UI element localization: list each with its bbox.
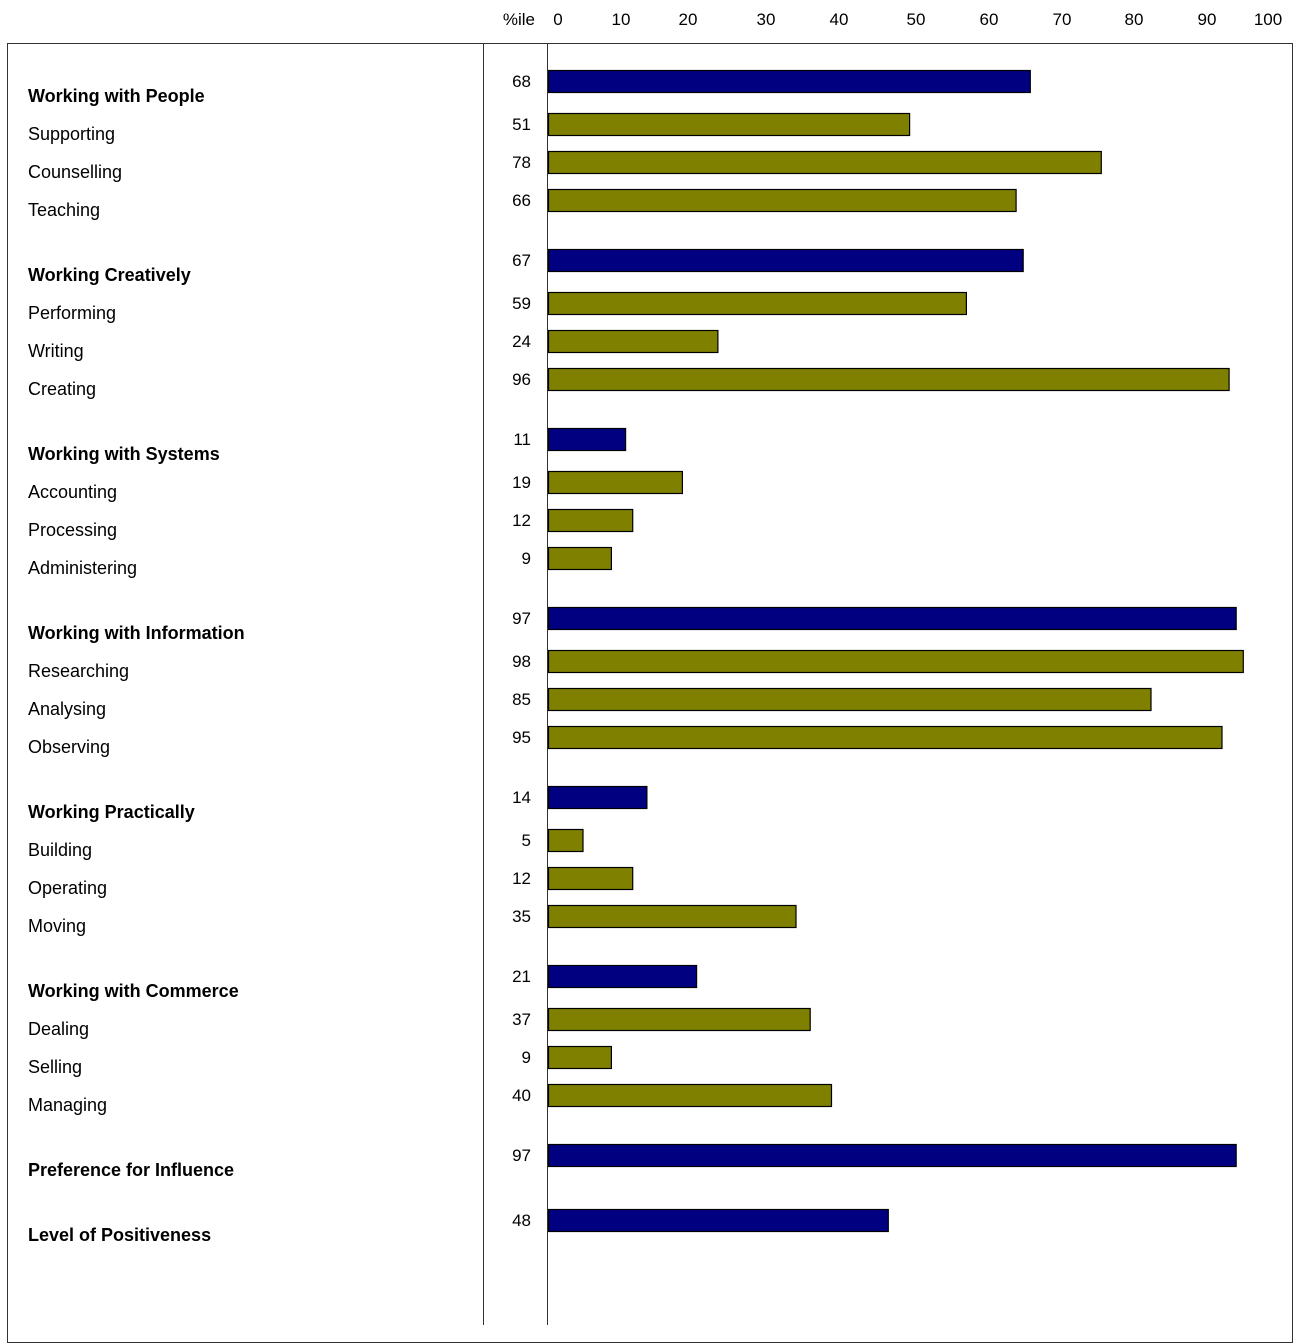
subcategory-label: Building [28, 840, 92, 860]
x-tick-label: 20 [679, 10, 698, 29]
subcategory-label: Observing [28, 737, 110, 757]
x-tick-label: 50 [907, 10, 926, 29]
subcategory-label: Counselling [28, 162, 122, 182]
subcategory-label: Accounting [28, 482, 117, 502]
data-label: 35 [512, 907, 531, 926]
data-label: 68 [512, 72, 531, 91]
data-label: 96 [512, 370, 531, 389]
plot-axis-line [547, 43, 548, 1325]
data-label: 67 [512, 251, 531, 270]
data-label: 66 [512, 191, 531, 210]
data-label: 85 [512, 690, 531, 709]
subcategory-label: Analysing [28, 699, 106, 719]
detail-bar [547, 188, 1017, 213]
subcategory-label: Processing [28, 520, 117, 540]
x-tick-label: 30 [757, 10, 776, 29]
data-label: 97 [512, 1146, 531, 1165]
data-label: 98 [512, 652, 531, 671]
detail-bar [547, 546, 613, 571]
category-label: Working with People [28, 86, 205, 106]
detail-bar [547, 367, 1230, 392]
detail-bar [547, 329, 719, 354]
detail-bar [547, 508, 634, 533]
data-label: 59 [512, 294, 531, 313]
detail-bar [547, 725, 1223, 750]
x-tick-label: 90 [1198, 10, 1217, 29]
data-label: 24 [512, 332, 531, 351]
subcategory-label: Selling [28, 1057, 82, 1077]
axis-header-label: %ile [503, 10, 535, 29]
subcategory-label: Creating [28, 379, 96, 399]
subcategory-label: Administering [28, 558, 137, 578]
detail-bar [547, 1045, 613, 1070]
x-tick-label: 40 [830, 10, 849, 29]
category-label: Working with Commerce [28, 981, 239, 1001]
data-label: 97 [512, 609, 531, 628]
summary-bar [547, 69, 1031, 94]
category-label: Working Practically [28, 802, 195, 822]
category-label: Preference for Influence [28, 1160, 234, 1180]
subcategory-label: Supporting [28, 124, 115, 144]
data-label: 11 [513, 430, 531, 449]
summary-bar [547, 1143, 1237, 1168]
data-label: 40 [512, 1086, 531, 1105]
category-label: Level of Positiveness [28, 1225, 211, 1245]
category-label: Working Creatively [28, 265, 191, 285]
x-tick-label: 80 [1125, 10, 1144, 29]
data-label: 37 [512, 1010, 531, 1029]
detail-bar [547, 291, 967, 316]
summary-bar [547, 785, 648, 810]
detail-bar [547, 828, 584, 853]
detail-bar [547, 866, 634, 891]
subcategory-label: Moving [28, 916, 86, 936]
summary-bar [547, 606, 1237, 631]
x-tick-label: 10 [612, 10, 631, 29]
subcategory-label: Performing [28, 303, 116, 323]
data-label: 9 [522, 549, 531, 568]
data-label: 21 [512, 967, 531, 986]
data-label: 9 [522, 1048, 531, 1067]
detail-bar [547, 112, 911, 137]
data-label: 12 [512, 511, 531, 530]
summary-bar [547, 248, 1024, 273]
data-label: 14 [512, 788, 531, 807]
data-label: 78 [512, 153, 531, 172]
summary-bar [547, 1208, 889, 1233]
label-column-divider [483, 43, 484, 1325]
summary-bar [547, 964, 698, 989]
detail-bar [547, 150, 1102, 175]
detail-bar [547, 470, 683, 495]
x-tick-label: 70 [1053, 10, 1072, 29]
category-label: Working with Information [28, 623, 245, 643]
x-tick-label: 60 [980, 10, 999, 29]
detail-bar [547, 1083, 833, 1108]
subcategory-label: Writing [28, 341, 84, 361]
detail-bar [547, 649, 1244, 674]
data-label: 95 [512, 728, 531, 747]
detail-bar [547, 1007, 811, 1032]
subcategory-label: Teaching [28, 200, 100, 220]
subcategory-label: Managing [28, 1095, 107, 1115]
x-tick-label: 0 [553, 10, 562, 29]
category-label: Working with Systems [28, 444, 220, 464]
x-tick-label: 100 [1254, 10, 1282, 29]
subcategory-label: Dealing [28, 1019, 89, 1039]
data-label: 48 [512, 1211, 531, 1230]
subcategory-label: Researching [28, 661, 129, 681]
data-label: 51 [512, 115, 531, 134]
detail-bar [547, 687, 1152, 712]
data-label: 19 [512, 473, 531, 492]
data-label: 12 [512, 869, 531, 888]
summary-bar [547, 427, 627, 452]
detail-bar [547, 904, 797, 929]
subcategory-label: Operating [28, 878, 107, 898]
data-label: 5 [522, 831, 531, 850]
